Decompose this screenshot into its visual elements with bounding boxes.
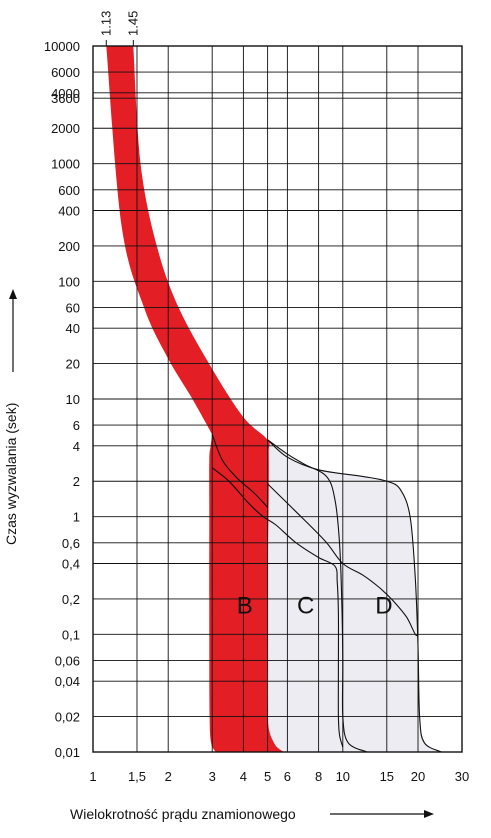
x-tick-label: 10 <box>336 769 350 784</box>
y-tick-label: 6000 <box>51 65 80 80</box>
curve-lines <box>105 40 442 753</box>
x-tick-label: 15 <box>380 769 394 784</box>
y-tick-label: 2000 <box>51 121 80 136</box>
y-tick-label: 0,02 <box>55 710 80 725</box>
y-tick-label: 0,06 <box>55 653 80 668</box>
x-tick-label: 1 <box>89 769 96 784</box>
zone-d-outline <box>267 439 442 753</box>
y-tick-label: 100 <box>58 274 80 289</box>
x-tick-label: 20 <box>411 769 425 784</box>
x-tick-label: 4 <box>240 769 247 784</box>
y-tick-label: 4 <box>73 439 80 454</box>
zone-label-d: D <box>375 593 392 620</box>
zone-c-inner-outline <box>211 467 344 748</box>
plot-frame <box>92 45 463 753</box>
y-axis-title: Czas wyzwalania (sek) <box>3 403 19 545</box>
y-tick-label: 0,6 <box>62 536 80 551</box>
y-tick-label: 3600 <box>51 91 80 106</box>
y-tick-label: 200 <box>58 239 80 254</box>
zone-b-inner-outline <box>211 434 268 508</box>
y-tick-label: 6 <box>73 418 80 433</box>
y-tick-label: 60 <box>66 300 80 315</box>
y-tick-label: 1000 <box>51 157 80 172</box>
top-marker-label: 1.45 <box>125 11 140 36</box>
y-tick-label: 0,2 <box>62 592 80 607</box>
y-tick-label: 10000 <box>44 39 80 54</box>
y-tick-label: 600 <box>58 183 80 198</box>
y-tick-label: 20 <box>66 357 80 372</box>
zone-label-c: C <box>297 593 314 620</box>
y-tick-label: 1 <box>73 510 80 525</box>
y-tick-label: 400 <box>58 203 80 218</box>
y-tick-label: 10 <box>66 392 80 407</box>
y-axis-arrow <box>9 289 17 372</box>
x-tick-label: 8 <box>315 769 322 784</box>
y-tick-label: 4000 <box>51 86 80 101</box>
zone-label-b: B <box>237 593 253 620</box>
y-tick-label: 0,04 <box>55 674 80 689</box>
x-tick-label: 3 <box>209 769 216 784</box>
x-axis-title: Wielokrotność prądu znamionowego <box>70 806 296 822</box>
y-tick-label: 0,01 <box>55 745 80 760</box>
y-tick-label: 40 <box>66 321 80 336</box>
x-tick-label: 6 <box>284 769 291 784</box>
x-tick-label: 30 <box>455 769 469 784</box>
x-tick-label: 1,5 <box>128 769 146 784</box>
x-tick-label: 5 <box>264 769 271 784</box>
y-tick-label: 0,1 <box>62 627 80 642</box>
zone-d-inner-outline <box>267 483 419 637</box>
zone-c-band <box>212 439 367 752</box>
x-axis-arrow <box>330 810 434 818</box>
top-marker-label: 1.13 <box>98 11 113 36</box>
y-tick-label: 2 <box>73 474 80 489</box>
x-tick-label: 2 <box>165 769 172 784</box>
y-tick-label: 0,4 <box>62 556 80 571</box>
zone-c-outline <box>267 439 368 753</box>
